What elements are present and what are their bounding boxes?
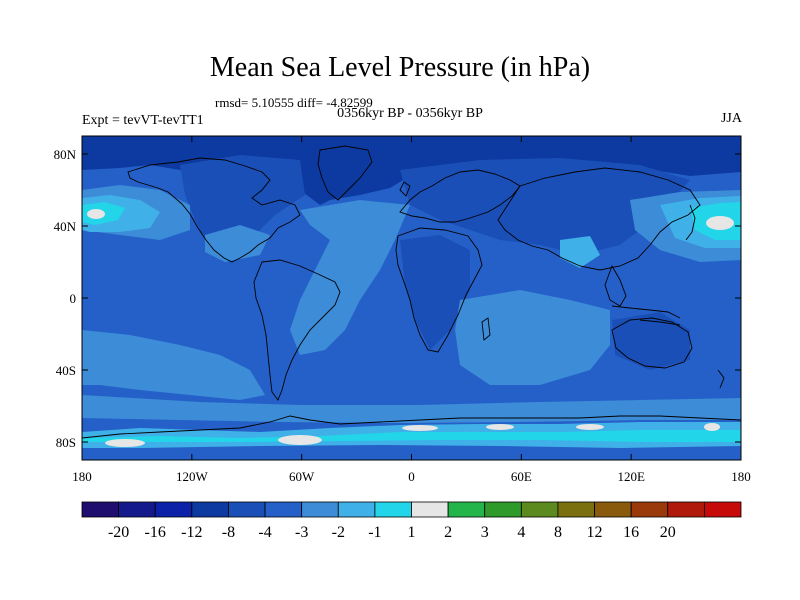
coast-south-america [253, 259, 341, 401]
east-antarctic-max-2 [486, 424, 514, 430]
colorbar-swatch [191, 501, 229, 518]
experiment-label: Expt = tevVT-tevTT1 [82, 113, 204, 128]
coast-africa [395, 227, 483, 353]
x-tick-label: 120E [617, 469, 645, 484]
colorbar-label: 8 [554, 524, 562, 541]
colorbar: -20 -16 -12 -8 -4 -3 -2 -1 1 2 3 4 8 12 16 20 [81, 501, 742, 541]
colorbar-swatch [520, 501, 559, 518]
rmsd-diff-stats: rmsd= 5.10555 diff= -4.82599 [215, 95, 373, 110]
colorbar-label: 1 [408, 524, 416, 541]
colorbar-swatch [411, 501, 449, 518]
coast-antarctica [82, 415, 741, 439]
ross-sea-max [105, 439, 145, 447]
colorbar-label: -3 [295, 524, 308, 541]
mexico-gulf-light [205, 225, 270, 262]
colorbar-swatch [484, 501, 522, 518]
coast-japan [685, 204, 696, 241]
colorbar-label: -12 [181, 524, 202, 541]
coast-indonesia [611, 305, 681, 326]
coast-north-america [127, 157, 301, 263]
colorbar-swatch [118, 501, 156, 518]
coast-asia [497, 167, 701, 271]
x-tick-label: 180 [72, 469, 92, 484]
colorbar-swatch [447, 501, 486, 518]
y-tick-label: 40N [54, 219, 77, 234]
north-pacific-west-max [706, 216, 734, 230]
greenland-low [300, 142, 380, 205]
colorbar-label: 12 [587, 524, 603, 541]
ross-ice-max [704, 423, 720, 431]
coast-uk [399, 181, 411, 197]
atlantic-light-band [290, 200, 410, 355]
y-tick-label: 40S [56, 363, 76, 378]
pressure-field [82, 136, 741, 460]
east-antarctic-max-3 [576, 424, 604, 430]
colorbar-swatch [374, 501, 412, 518]
australia-field [612, 312, 690, 370]
colorbar-swatch [228, 501, 266, 518]
south-coast-cyan [82, 430, 741, 442]
colorbar-label: 4 [517, 524, 525, 541]
axis-ticks: 180 120W 60W 0 60E 120E 180 80N 40N 0 40S 80S [54, 136, 751, 484]
arabian-pale [560, 236, 600, 268]
x-tick-label: 120W [176, 469, 209, 484]
coast-australia [611, 317, 693, 369]
east-antarctic-max-1 [402, 425, 438, 431]
colorbar-swatch [301, 501, 339, 518]
weddell-sea-max [278, 435, 322, 445]
x-tick-label: 180 [731, 469, 751, 484]
colorbar-label: 3 [481, 524, 489, 541]
chart-title: Mean Sea Level Pressure (in hPa) [209, 52, 591, 83]
colorbar-swatch [264, 501, 303, 518]
colorbar-swatch [667, 501, 705, 518]
coast-new-zealand [717, 369, 725, 389]
coast-greenland [317, 145, 373, 201]
colorbar-swatch [337, 501, 376, 518]
colorbar-swatch [703, 501, 742, 518]
colorbar-swatch [81, 501, 120, 518]
colorbar-label: -1 [368, 524, 381, 541]
north-pacific-east-max [87, 209, 105, 219]
colorbar-label: -4 [258, 524, 271, 541]
africa-field [400, 235, 470, 350]
eurasia-field [400, 158, 690, 255]
colorbar-swatch [594, 501, 632, 518]
coast-indochina [604, 264, 627, 307]
coast-madagascar [481, 317, 491, 341]
x-tick-label: 60E [511, 469, 532, 484]
colorbar-label: 2 [444, 524, 452, 541]
colorbar-label: -16 [145, 524, 166, 541]
pacific-southeast-light [82, 330, 265, 400]
colorbar-swatch [154, 501, 193, 518]
period-subtitle: 0356kyr BP - 0356kyr BP [337, 106, 483, 121]
colorbar-label: 16 [623, 524, 639, 541]
indian-ocean-light [455, 290, 610, 385]
x-tick-label: 60W [289, 469, 315, 484]
colorbar-label: -8 [222, 524, 235, 541]
y-tick-label: 80S [56, 435, 76, 450]
y-tick-label: 0 [70, 291, 77, 306]
colorbar-swatch [557, 501, 595, 518]
x-tick-label: 0 [408, 469, 415, 484]
colorbar-label: -20 [108, 524, 129, 541]
arctic-low-region [82, 136, 741, 200]
colorbar-label: -2 [332, 524, 345, 541]
coastlines [82, 145, 741, 439]
colorbar-label: 20 [660, 524, 676, 541]
south-band-light [82, 395, 741, 423]
y-tick-label: 80N [54, 147, 77, 162]
colorbar-swatch [630, 501, 669, 518]
season-label: JJA [720, 111, 742, 126]
